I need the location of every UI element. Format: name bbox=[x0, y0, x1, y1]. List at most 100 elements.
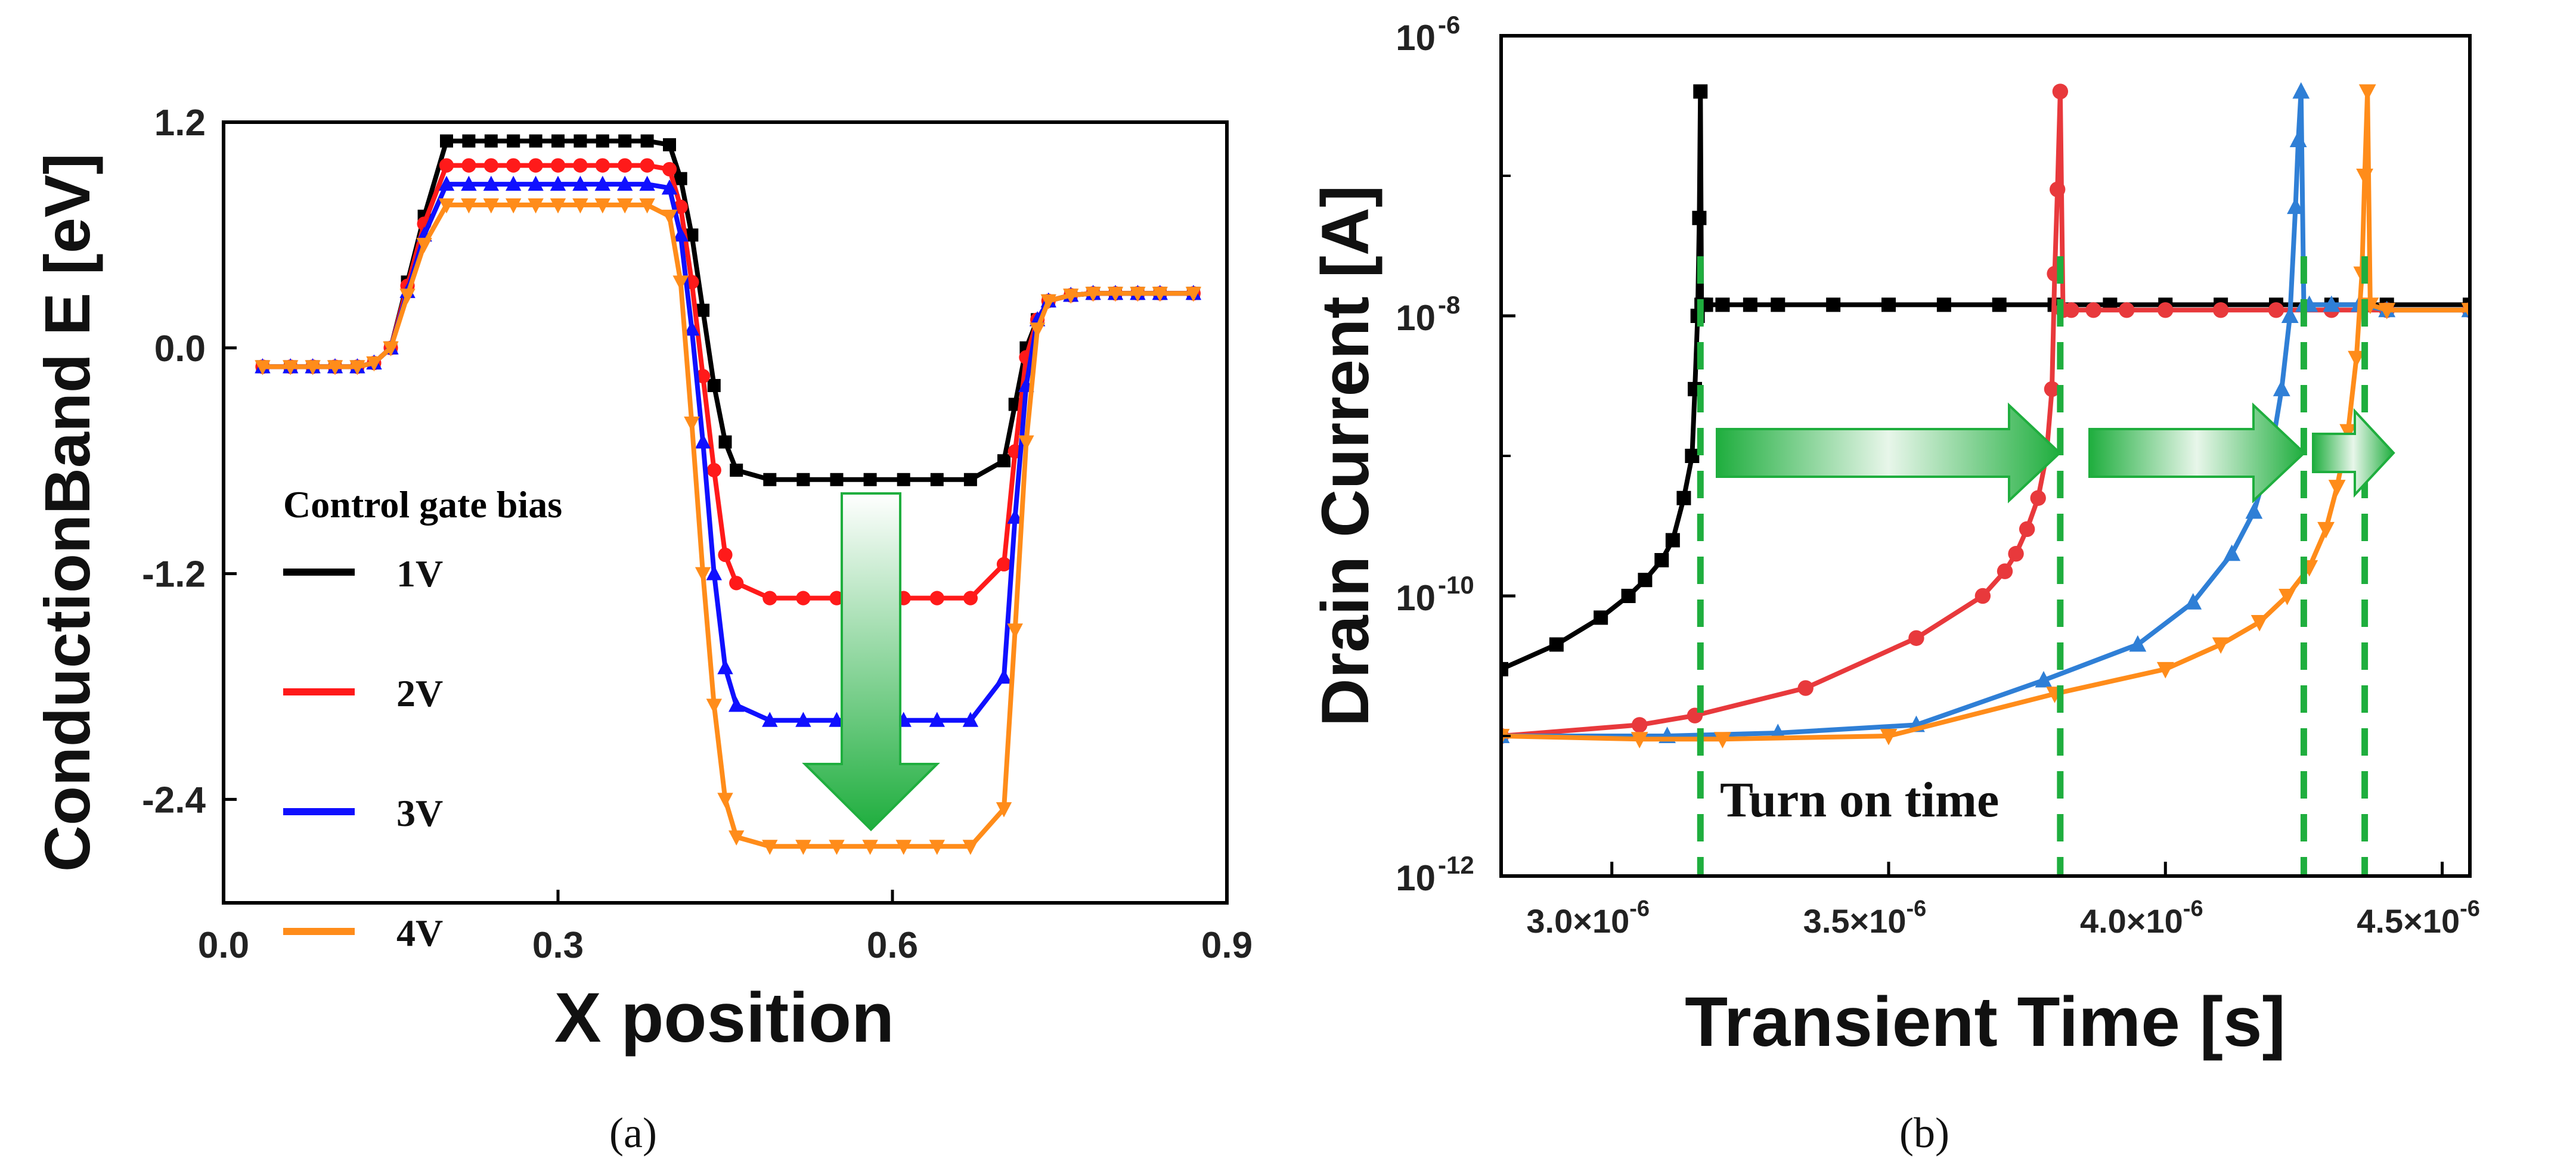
data-point-2V bbox=[963, 591, 978, 605]
data-point-2V bbox=[796, 591, 810, 605]
data-point-2V bbox=[997, 557, 1011, 572]
series-3V bbox=[1493, 82, 2479, 743]
y-tick-label: 10 bbox=[1396, 18, 1436, 58]
data-point-1V bbox=[1692, 211, 1706, 225]
data-point-1V bbox=[708, 379, 721, 392]
data-point-1V bbox=[763, 473, 776, 486]
x-tick-label: 0.0 bbox=[198, 925, 249, 966]
data-point-1V bbox=[1937, 297, 1951, 312]
x-tick-label: 0.3 bbox=[532, 925, 584, 966]
data-point-2V bbox=[1975, 588, 1991, 604]
data-point-1V bbox=[574, 135, 587, 148]
legend-entry-2V: 2V bbox=[283, 672, 443, 715]
y-tick-label: 0.0 bbox=[154, 328, 206, 369]
data-point-1V bbox=[1743, 297, 1757, 312]
data-point-2V bbox=[439, 159, 454, 173]
y-tick-label: 10 bbox=[1396, 298, 1436, 338]
data-point-2V bbox=[2119, 302, 2134, 318]
legend-items: 1V 2V 3V 4V bbox=[283, 552, 443, 954]
data-point-2V bbox=[718, 548, 732, 562]
data-point-1V bbox=[730, 464, 743, 477]
data-point-3V bbox=[2245, 502, 2262, 519]
panel-a-legend: Control gate bias 1V 2V 3V 4V bbox=[283, 483, 562, 954]
data-point-2V bbox=[1798, 680, 1814, 695]
data-point-1V bbox=[864, 473, 877, 486]
data-point-4V bbox=[2317, 522, 2335, 539]
data-point-1V bbox=[1771, 297, 1785, 312]
panel-a-label: (a) bbox=[609, 1109, 657, 1157]
legend-label: 1V bbox=[396, 552, 443, 595]
data-point-1V bbox=[1715, 297, 1729, 312]
series-2V bbox=[1493, 83, 2478, 744]
legend-entry-3V: 3V bbox=[283, 792, 443, 834]
legend-label: 2V bbox=[396, 672, 443, 715]
data-point-3V bbox=[2290, 131, 2307, 147]
x-tick-label: 0.6 bbox=[867, 925, 918, 966]
data-point-1V bbox=[719, 436, 732, 449]
data-point-4V bbox=[2359, 85, 2376, 101]
x-tick-label: 3.0×10-6 bbox=[1526, 896, 1650, 940]
panel-b: 3.0×10-6 3.5×10-6 4.0×10-6 4.5×10-610-610-8… bbox=[1308, 11, 2480, 1157]
series-line-2V bbox=[1501, 92, 2470, 736]
x-tick-label: 4.0×10-6 bbox=[2080, 896, 2203, 940]
data-point-1V bbox=[529, 135, 543, 148]
data-point-2V bbox=[551, 159, 565, 173]
data-point-1V bbox=[897, 473, 910, 486]
data-point-2V bbox=[762, 591, 777, 605]
x-tick-label: 3.5×10-6 bbox=[1803, 896, 1927, 940]
y-tick-label: 10 bbox=[1396, 578, 1436, 618]
series-line-4V bbox=[1501, 92, 2470, 740]
data-point-4V bbox=[706, 699, 722, 714]
y-tick-label: -1.2 bbox=[142, 554, 206, 595]
data-point-1V bbox=[1676, 491, 1691, 505]
data-point-2V bbox=[2157, 302, 2173, 318]
data-point-3V bbox=[717, 659, 733, 674]
series-1V bbox=[1494, 85, 2477, 676]
data-point-1V bbox=[696, 304, 709, 317]
data-point-1V bbox=[964, 473, 977, 486]
data-point-2V bbox=[2268, 302, 2284, 318]
data-point-2V bbox=[729, 576, 743, 590]
data-point-1V bbox=[1685, 449, 1699, 463]
figure: 0.0 0.3 0.6 0.91.20.0-1.2-2.4 Control gate … bbox=[0, 0, 2576, 1174]
data-point-2V bbox=[640, 159, 655, 173]
data-point-1V bbox=[641, 135, 654, 148]
panel-a-ylabel: ConductionBand E [eV] bbox=[31, 153, 103, 872]
series-line-2V bbox=[262, 166, 1193, 598]
y-tick-exponent: -10 bbox=[1438, 571, 1474, 599]
panel-b-label: (b) bbox=[1899, 1109, 1949, 1157]
data-point-1V bbox=[1594, 610, 1608, 625]
data-point-2V bbox=[2063, 302, 2079, 318]
y-tick-exponent: -6 bbox=[1438, 11, 1460, 39]
y-tick-exponent: -8 bbox=[1438, 291, 1460, 319]
panel-b-arrow-3 bbox=[2313, 411, 2394, 495]
legend-label: 3V bbox=[396, 792, 443, 834]
data-point-2V bbox=[529, 159, 543, 173]
turn-on-time-label: Turn on time bbox=[1720, 772, 1999, 828]
data-point-2V bbox=[2050, 182, 2065, 197]
series-1V bbox=[256, 135, 1199, 486]
legend-entry-4V: 4V bbox=[283, 912, 443, 954]
data-point-2V bbox=[2213, 302, 2228, 318]
data-point-4V bbox=[1008, 623, 1023, 638]
x-tick-label: 4.5×10-6 bbox=[2357, 896, 2480, 940]
y-tick-label: -2.4 bbox=[142, 779, 206, 821]
data-point-2V bbox=[596, 159, 610, 173]
series-line-3V bbox=[1501, 92, 2470, 736]
data-point-1V bbox=[1666, 533, 1680, 547]
data-point-2V bbox=[662, 162, 677, 176]
data-point-1V bbox=[931, 473, 944, 486]
data-point-3V bbox=[2292, 82, 2310, 99]
panel-b-arrow-2 bbox=[2090, 405, 2304, 501]
legend-label: 4V bbox=[396, 912, 443, 954]
data-point-2V bbox=[573, 159, 587, 173]
x-tick-label: 0.9 bbox=[1201, 925, 1253, 966]
series-2V bbox=[255, 159, 1201, 605]
data-point-1V bbox=[1549, 637, 1564, 651]
data-point-1V bbox=[551, 135, 565, 148]
data-point-2V bbox=[2008, 546, 2023, 561]
data-point-2V bbox=[1632, 717, 1647, 732]
data-point-4V bbox=[717, 793, 733, 807]
panel-a: 0.0 0.3 0.6 0.91.20.0-1.2-2.4 Control gate … bbox=[31, 103, 1253, 1157]
legend-entry-1V: 1V bbox=[283, 552, 443, 595]
